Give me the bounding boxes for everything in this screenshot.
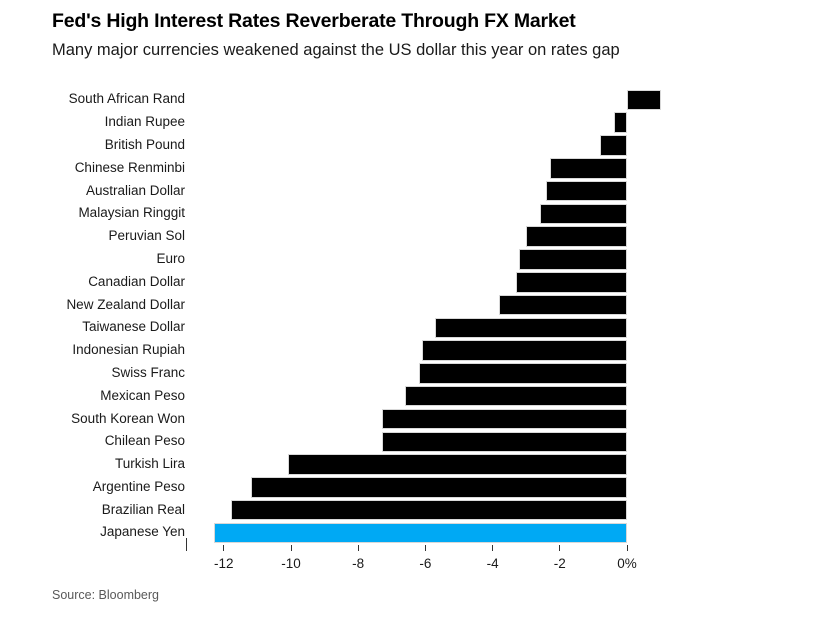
bar-chinese-renminbi [549,158,627,179]
row-label-argentine-peso: Argentine Peso [92,478,185,494]
bar-japanese-yen [213,522,627,544]
x-axis-tick-label-0pct: 0% [617,556,637,571]
bar-malaysian-ringgit [539,203,627,225]
row-label-new-zealand-dollar: New Zealand Dollar [66,296,185,312]
bar-turkish-lira [287,454,627,475]
x-axis-tick-label--12: -12 [214,556,234,571]
row-label-indonesian-rupiah: Indonesian Rupiah [72,342,185,358]
row-label-brazilian-real: Brazilian Real [101,501,185,517]
row-label-swiss-franc: Swiss Franc [111,364,185,380]
row-label-taiwanese-dollar: Taiwanese Dollar [82,319,185,335]
bar-indonesian-rupiah [422,340,627,361]
bar-australian-dollar [546,180,627,202]
row-label-japanese-yen: Japanese Yen [100,524,185,540]
row-label-euro: Euro [156,250,185,266]
x-axis-tick-0pct [626,545,628,551]
bar-indian-rupee [613,112,627,133]
bar-british-pound [600,135,627,156]
row-label-turkish-lira: Turkish Lira [114,456,185,472]
row-label-british-pound: British Pound [104,137,185,153]
x-axis-tick--12 [223,545,225,551]
x-axis-tick-label--8: -8 [352,556,365,571]
row-label-indian-rupee: Indian Rupee [104,114,185,130]
row-label-canadian-dollar: Canadian Dollar [88,273,185,289]
bar-canadian-dollar [516,272,627,293]
chart-subtitle: Many major currencies weakened against t… [52,41,620,59]
x-axis-tick--2 [559,545,561,551]
bar-new-zealand-dollar [499,294,627,316]
chart-title: Fed's High Interest Rates Reverberate Th… [52,10,576,32]
bar-swiss-franc [418,363,627,384]
bar-south-african-rand [627,89,661,111]
bar-mexican-peso [405,385,627,407]
row-label-chilean-peso: Chilean Peso [104,433,185,449]
x-axis-tick--4 [492,545,494,551]
row-label-peruvian-sol: Peruvian Sol [108,228,185,244]
x-axis-tick--10 [290,545,292,551]
axis-left-edge-tick [186,538,187,551]
row-label-south-african-rand: South African Rand [68,91,185,107]
bar-chilean-peso [381,431,627,453]
row-label-south-korean-won: South Korean Won [71,410,185,426]
row-label-mexican-peso: Mexican Peso [100,387,185,403]
x-axis-tick-label--2: -2 [553,556,566,571]
row-label-australian-dollar: Australian Dollar [85,182,185,198]
bar-brazilian-real [230,499,627,521]
bar-taiwanese-dollar [435,317,627,339]
row-label-malaysian-ringgit: Malaysian Ringgit [78,205,185,221]
bar-peruvian-sol [526,226,627,247]
row-label-chinese-renminbi: Chinese Renminbi [74,159,185,175]
bar-south-korean-won [381,408,627,430]
x-axis-tick-label--6: -6 [419,556,432,571]
source-note: Source: Bloomberg [52,588,160,602]
bar-euro [519,249,627,270]
bar-argentine-peso [250,477,627,498]
x-axis-tick--8 [357,545,359,551]
x-axis-tick--6 [424,545,426,551]
x-axis-tick-label--10: -10 [281,556,301,571]
x-axis-tick-label--4: -4 [486,556,499,571]
